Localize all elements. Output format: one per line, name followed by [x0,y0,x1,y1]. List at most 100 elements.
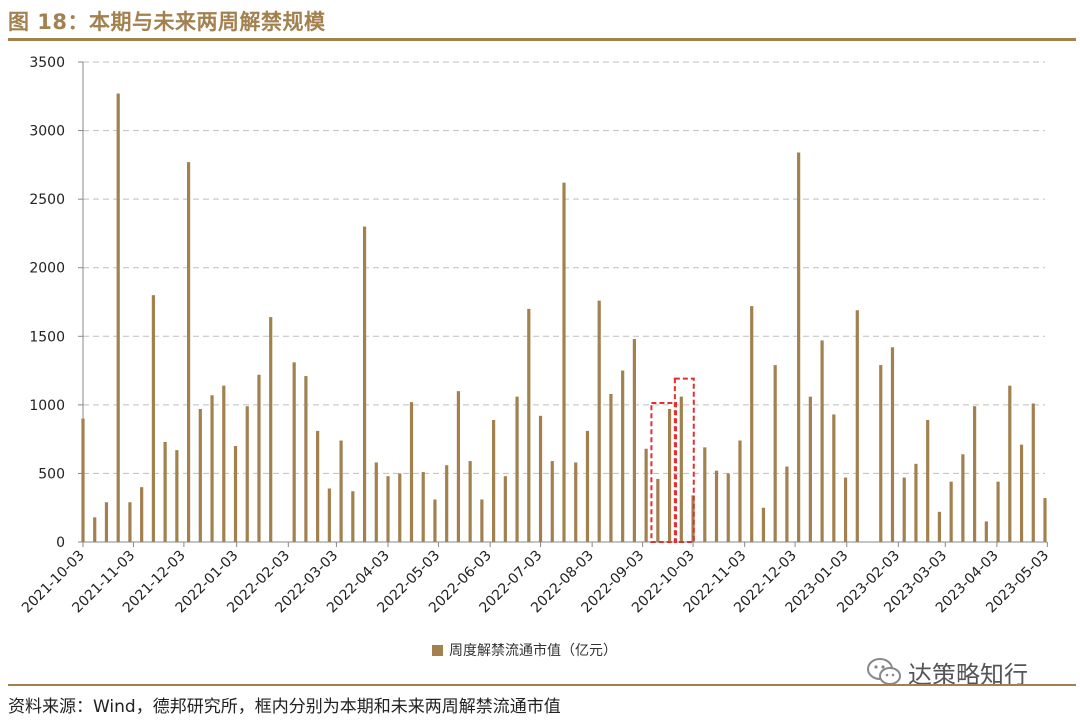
bar [926,419,930,542]
bar [714,470,719,542]
y-tick-label: 3000 [29,124,65,140]
highlight-box [673,377,695,543]
bar [667,408,672,542]
bar [445,465,449,542]
y-tick-label: 3500 [29,55,65,71]
legend-label: 周度解禁流通市值（亿元） [449,643,617,659]
bar [773,365,777,542]
bar [468,461,472,542]
bar [843,477,848,542]
bar [621,370,625,542]
watermark-text: 达策略知行 [908,660,1028,689]
bar [832,414,836,542]
bar [632,339,636,542]
bar [292,362,296,542]
bar [574,462,578,542]
top-rule [8,38,1076,41]
bar [339,440,343,542]
bar [890,347,895,542]
bar [820,340,824,542]
bar [374,462,378,542]
bar [961,454,965,542]
bar [797,152,801,542]
bar [738,440,742,542]
title-row: 图 18：本期与未来两周解禁规模 [8,4,1072,36]
bar [409,402,414,542]
bar [785,466,789,542]
bar [550,461,554,542]
bar [104,502,109,542]
bar [421,472,425,542]
bottom-rule [8,684,1076,686]
bar [257,374,261,542]
watermark: 达策略知行 [866,654,1028,690]
bar [116,93,120,543]
bar [949,481,953,542]
bar [503,476,507,542]
bar [316,430,320,542]
bar [386,476,390,542]
bar [644,448,648,542]
bar [1043,498,1047,542]
bar [210,395,214,542]
bar [761,507,766,542]
bar [480,499,484,542]
bar [128,502,132,542]
bar [433,499,437,542]
bar [855,310,859,542]
bar [1008,385,1012,542]
bar [398,473,402,542]
bar [679,396,683,542]
bar [656,478,660,542]
bar [984,521,988,542]
bar [304,376,308,542]
bar [585,430,590,542]
bar [93,517,97,542]
bar [703,447,707,542]
bar [515,396,519,542]
bar [186,162,191,542]
bar [879,365,883,542]
bar [538,415,543,542]
bar [1031,403,1035,542]
bar [996,481,1000,542]
bar [351,491,355,542]
bar [527,308,531,542]
bar [726,473,730,542]
bar [973,406,977,542]
bar [140,487,144,542]
y-tick-label: 2500 [29,192,65,208]
bar [937,511,942,542]
bar [327,488,331,542]
bar [362,226,367,543]
y-tick-label: 500 [38,466,65,482]
bar [691,495,695,542]
source-note: 资料来源：Wind，德邦研究所，框内分别为本期和未来两周解禁流通市值 [8,697,561,717]
bar [808,396,812,542]
y-tick-label: 1000 [29,398,65,414]
legend-swatch [432,644,443,656]
bar [175,450,179,542]
bar [597,300,601,542]
bar [1019,444,1024,542]
bar [151,295,155,542]
bar [902,477,906,542]
bar [456,391,461,542]
bar [562,182,566,542]
bar [163,441,167,542]
y-tick-label: 0 [56,535,65,551]
y-tick-label: 2000 [29,261,65,277]
bar [269,317,273,542]
bar [492,419,496,542]
bar [222,385,226,542]
legend: 周度解禁流通市值（亿元） [432,640,617,660]
bar [233,446,238,542]
bar [609,393,613,542]
bar [81,418,85,542]
y-tick-label: 1500 [29,329,65,345]
bar [245,406,249,542]
bar [914,463,918,542]
bar [198,408,202,542]
figure-title: 图 18：本期与未来两周解禁规模 [8,10,326,34]
highlight-box [650,401,678,543]
